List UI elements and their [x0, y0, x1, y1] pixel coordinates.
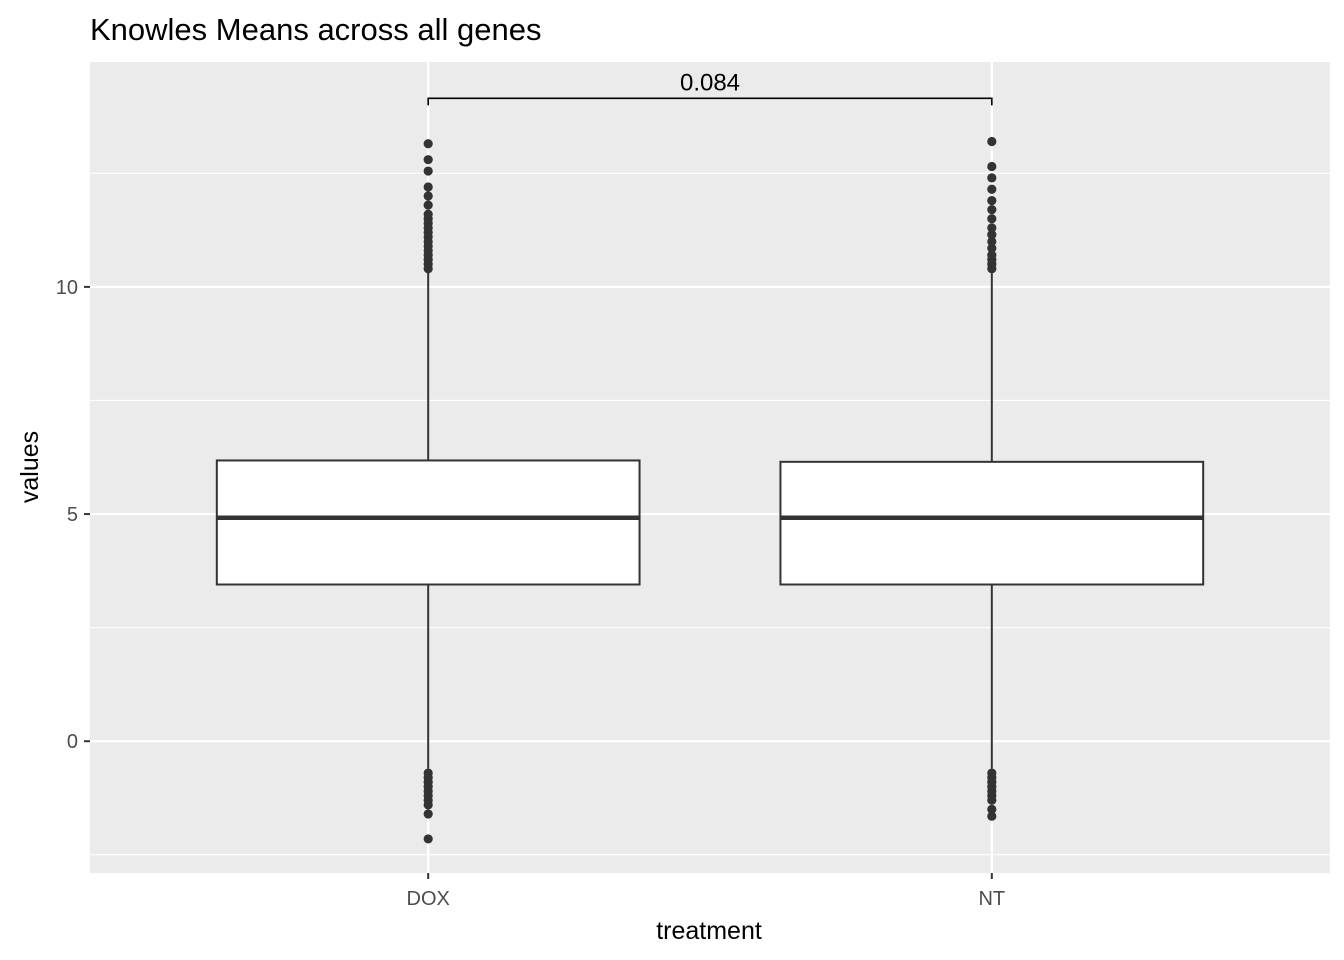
y-tick-label: 5: [67, 504, 78, 526]
outlier-point: [987, 195, 997, 206]
outlier-point: [987, 161, 997, 172]
outlier-point: [987, 230, 997, 240]
y-axis-title: values: [16, 431, 44, 503]
boxplot-nt: [779, 136, 1205, 821]
outlier-point: [423, 209, 433, 219]
outlier-point: [987, 811, 997, 821]
outlier-point: [987, 223, 997, 233]
p-value-label: 0.084: [680, 69, 740, 96]
outlier-point: [423, 155, 433, 165]
outlier-point: [423, 166, 433, 176]
y-tick-label: 10: [56, 277, 78, 299]
box-iqr: [779, 460, 1205, 586]
outlier-point: [423, 200, 433, 210]
outlier-point: [423, 182, 433, 192]
outlier-point: [987, 243, 997, 253]
outlier-point: [423, 834, 433, 844]
outlier-point: [987, 184, 997, 194]
outlier-point: [987, 236, 997, 247]
y-tick-label: 0: [67, 731, 78, 753]
outlier-point: [423, 191, 433, 201]
outlier-point: [987, 173, 997, 183]
boxplots: [215, 136, 1205, 844]
box-iqr: [215, 459, 641, 586]
comparison-bracket: [427, 97, 993, 106]
outlier-point: [423, 809, 433, 819]
outlier-point: [987, 804, 997, 814]
axes: 0 5 10 DOX NT: [56, 277, 1005, 910]
outlier-point: [987, 136, 997, 147]
x-axis-title: treatment: [656, 917, 762, 945]
boxplot-dox: [215, 139, 641, 844]
outlier-point: [987, 205, 997, 215]
outlier-point: [987, 214, 997, 224]
outlier-point: [987, 250, 997, 260]
x-tick-label: NT: [978, 888, 1005, 910]
outlier-point: [423, 800, 433, 810]
outlier-point: [987, 795, 997, 805]
outlier-point: [423, 139, 433, 149]
comparison-annotation: 0.084: [427, 69, 993, 106]
x-tick-label: DOX: [407, 888, 450, 910]
chart-title: Knowles Means across all genes: [90, 12, 541, 47]
